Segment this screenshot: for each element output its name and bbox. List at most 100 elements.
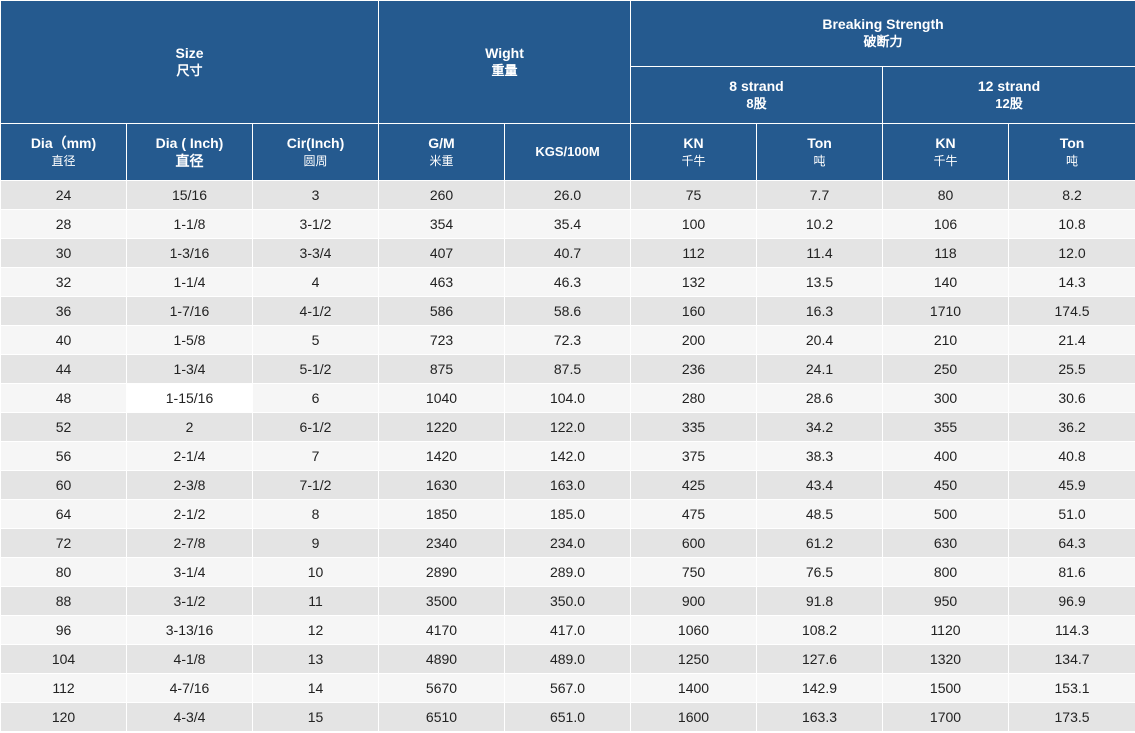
cell-g-per-m: 1630 [378,470,505,500]
cell-ton-12-strand: 173.5 [1007,702,1135,732]
col-header-ton-8: Ton 吨 [756,123,883,181]
table-row: 32 1-1/4 4 463 46.3 132 13.5 140 14.3 [0,267,1135,297]
cell-kgs-per-100m: 417.0 [504,615,631,645]
cell-kn-8-strand: 132 [630,267,757,297]
cell-kn-8-strand: 1600 [630,702,757,732]
table-row: 28 1-1/8 3-1/2 354 35.4 100 10.2 106 10.8 [0,209,1135,239]
cell-ton-12-strand: 10.8 [1007,209,1135,239]
cell-kgs-per-100m: 35.4 [504,209,631,239]
cell-kn-12-strand: 210 [882,325,1009,355]
cell-cir-inch: 5 [252,325,379,355]
cell-ton-8-strand: 28.6 [756,383,883,413]
cell-cir-inch: 8 [252,499,379,529]
cell-cir-inch: 6-1/2 [252,412,379,442]
cell-kgs-per-100m: 163.0 [504,470,631,500]
cell-ton-12-strand: 12.0 [1007,238,1135,268]
cell-cir-inch: 3-3/4 [252,238,379,268]
col-header-ton-12: Ton 吨 [1007,123,1135,181]
cell-kn-12-strand: 106 [882,209,1009,239]
table-row: 104 4-1/8 13 4890 489.0 1250 127.6 1320 134.7 [0,644,1135,674]
cell-cir-inch: 11 [252,586,379,616]
cell-g-per-m: 2890 [378,557,505,587]
cell-ton-8-strand: 108.2 [756,615,883,645]
cell-kn-12-strand: 1700 [882,702,1009,732]
col-header-dia-inch: Dia ( Inch) 直径 [126,123,253,181]
col-header-gm: G/M 米重 [378,123,505,181]
cell-dia-mm: 80 [0,557,127,587]
col-header-sublabel: 吨 [813,154,826,168]
cell-kn-12-strand: 630 [882,528,1009,558]
cell-kn-12-strand: 1710 [882,296,1009,326]
cell-kgs-per-100m: 234.0 [504,528,631,558]
cell-cir-inch: 7-1/2 [252,470,379,500]
cell-dia-mm: 40 [0,325,127,355]
cell-ton-12-strand: 51.0 [1007,499,1135,529]
cell-kn-12-strand: 250 [882,354,1009,384]
strand-12-header: 12 strand 12股 [881,65,1135,125]
cell-dia-inch: 1-1/8 [126,209,253,239]
table-row: 60 2-3/8 7-1/2 1630 163.0 425 43.4 450 45.9 [0,470,1135,500]
cell-kn-8-strand: 236 [630,354,757,384]
cell-ton-12-strand: 21.4 [1007,325,1135,355]
col-header-sublabel: 圆周 [303,154,328,168]
cell-ton-8-strand: 91.8 [756,586,883,616]
cell-kgs-per-100m: 72.3 [504,325,631,355]
cell-kgs-per-100m: 58.6 [504,296,631,326]
cell-cir-inch: 4 [252,267,379,297]
cell-kn-12-strand: 1120 [882,615,1009,645]
cell-g-per-m: 260 [378,180,505,210]
cell-kn-12-strand: 300 [882,383,1009,413]
table-body: 24 15/16 3 260 26.0 75 7.7 80 8.2 28 1-1/8 3-1/2 354… [0,180,1135,732]
cell-dia-mm: 64 [0,499,127,529]
cell-dia-inch: 2-3/8 [126,470,253,500]
cell-cir-inch: 15 [252,702,379,732]
cell-dia-mm: 36 [0,296,127,326]
cell-dia-inch: 15/16 [126,180,253,210]
table-row: 72 2-7/8 9 2340 234.0 600 61.2 630 64.3 [0,528,1135,558]
cell-kn-8-strand: 1250 [630,644,757,674]
col-header-cir-inch: Cir(Inch) 圆周 [252,123,379,181]
cell-dia-inch: 2-1/2 [126,499,253,529]
cell-dia-mm: 120 [0,702,127,732]
cell-g-per-m: 3500 [378,586,505,616]
cell-cir-inch: 10 [252,557,379,587]
cell-dia-inch: 3-13/16 [126,615,253,645]
cell-kn-12-strand: 1500 [882,673,1009,703]
column-header-row: Dia（mm) 直径 Dia ( Inch) 直径 Cir(Inch) 圆周 G… [0,123,1135,181]
cell-kn-12-strand: 500 [882,499,1009,529]
col-header-sublabel: 直径 [51,154,76,168]
breaking-header-cn: 破断力 [863,34,903,50]
cell-g-per-m: 6510 [378,702,505,732]
col-header-label: Dia ( Inch) [155,135,224,151]
col-header-label: KN [935,135,956,151]
cell-kgs-per-100m: 185.0 [504,499,631,529]
cell-ton-12-strand: 45.9 [1007,470,1135,500]
size-header-en: Size [175,45,204,61]
cell-dia-inch: 1-7/16 [126,296,253,326]
cell-dia-inch: 4-3/4 [126,702,253,732]
col-header-label: Ton [807,135,832,151]
cell-g-per-m: 586 [378,296,505,326]
cell-kn-8-strand: 900 [630,586,757,616]
cell-ton-12-strand: 8.2 [1007,180,1135,210]
cell-kn-12-strand: 355 [882,412,1009,442]
cell-cir-inch: 13 [252,644,379,674]
cell-kn-12-strand: 950 [882,586,1009,616]
cell-g-per-m: 1040 [378,383,505,413]
table-row: 44 1-3/4 5-1/2 875 87.5 236 24.1 250 25.5 [0,354,1135,384]
cell-cir-inch: 12 [252,615,379,645]
cell-ton-12-strand: 174.5 [1007,296,1135,326]
cell-kgs-per-100m: 489.0 [504,644,631,674]
col-header-dia-mm: Dia（mm) 直径 [0,123,127,181]
cell-g-per-m: 1220 [378,412,505,442]
cell-g-per-m: 5670 [378,673,505,703]
cell-ton-8-strand: 16.3 [756,296,883,326]
cell-dia-mm: 60 [0,470,127,500]
cell-ton-8-strand: 48.5 [756,499,883,529]
cell-kn-8-strand: 1060 [630,615,757,645]
cell-dia-inch: 3-1/2 [126,586,253,616]
cell-ton-12-strand: 30.6 [1007,383,1135,413]
cell-kn-12-strand: 450 [882,470,1009,500]
cell-kgs-per-100m: 567.0 [504,673,631,703]
